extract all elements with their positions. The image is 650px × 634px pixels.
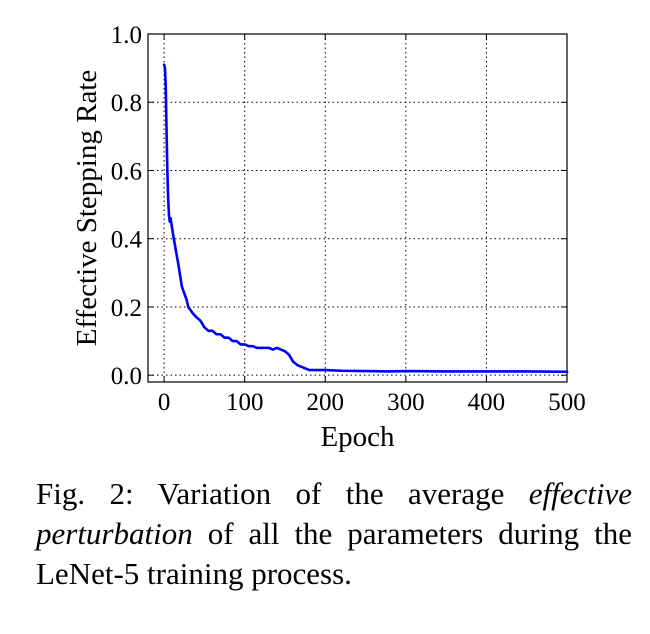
- x-tick-label: 300: [387, 389, 425, 416]
- x-tick-label: 0: [158, 389, 171, 416]
- y-tick-label: 0.8: [111, 90, 142, 117]
- y-tick-label: 0.2: [111, 295, 142, 322]
- y-axis-label: Effective Stepping Rate: [71, 70, 103, 347]
- tick-labels: 0 100 200 300 400 500 0.0 0.2 0.4 0.6 0.8 1.0: [111, 22, 586, 416]
- caption-suffix: of all the parameters during the LeNet-5…: [36, 516, 632, 591]
- caption-prefix: Fig. 2: Variation of the average: [36, 476, 529, 511]
- x-tick-label: 200: [307, 389, 345, 416]
- x-tick-label: 100: [226, 389, 264, 416]
- y-tick-label: 0.4: [111, 227, 143, 254]
- axes: [147, 33, 568, 383]
- y-tick-label: 1.0: [111, 22, 142, 49]
- caption-emphasis: effective perturbation: [36, 476, 632, 551]
- figure-caption: Fig. 2: Variation of the average effecti…: [36, 474, 632, 594]
- series: [162, 63, 569, 374]
- series-line: [162, 63, 569, 374]
- plot-frame: [147, 33, 568, 383]
- line-chart: 0 100 200 300 400 500 0.0 0.2 0.4 0.6 0.8 1.0 Epoch…: [71, 22, 586, 453]
- x-axis-label: Epoch: [320, 421, 395, 453]
- y-tick-label: 0.6: [111, 158, 142, 185]
- y-tick-label: 0.0: [111, 363, 142, 390]
- x-tick-label: 400: [468, 389, 506, 416]
- x-tick-label: 500: [548, 389, 586, 416]
